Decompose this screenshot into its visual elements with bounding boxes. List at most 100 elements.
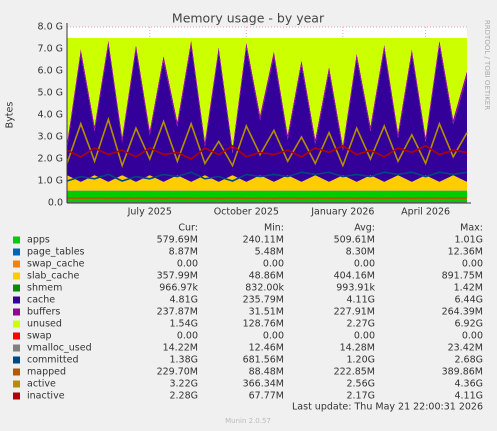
area-slab-cache <box>67 175 467 191</box>
legend-stat: 240.11M <box>243 235 284 246</box>
y-tick-label: 2.0 G <box>38 154 64 165</box>
legend-stat: 4.81G <box>169 295 198 306</box>
y-tick-label: 7.0 G <box>38 44 64 55</box>
legend-swatch <box>13 236 20 244</box>
stat-header: Max: <box>460 223 483 234</box>
legend-stat: 4.11G <box>346 295 375 306</box>
legend-stat: 0.00 <box>263 259 284 270</box>
y-tick-label: 4.0 G <box>38 110 64 121</box>
legend-stat: 14.28M <box>340 343 375 354</box>
legend-label: inactive <box>27 391 65 402</box>
legend-stat: 222.85M <box>334 367 375 378</box>
legend-stat: 3.22G <box>169 379 198 390</box>
legend-label: slab_cache <box>27 271 79 282</box>
legend-label: committed <box>27 355 79 366</box>
legend-stat: 357.99M <box>157 271 198 282</box>
legend-swatch <box>13 320 20 328</box>
legend-stat: 891.75M <box>442 271 483 282</box>
area-cache <box>67 45 467 182</box>
x-tick-label: April 2026 <box>401 207 450 218</box>
legend-stat: 4.11G <box>454 391 483 402</box>
legend-label: page_tables <box>27 247 85 258</box>
legend-stat: 48.86M <box>249 271 284 282</box>
legend-stat: 12.36M <box>448 247 483 258</box>
legend-label: swap_cache <box>27 259 85 270</box>
legend-stat: 509.61M <box>334 235 375 246</box>
x-tick-label: January 2026 <box>310 207 374 218</box>
y-tick-label: 8.0 G <box>38 22 64 33</box>
legend-stat: 2.17G <box>346 391 375 402</box>
y-tick-label: 3.0 G <box>38 132 64 143</box>
legend-stat: 2.27G <box>346 319 375 330</box>
legend-stat: 88.48M <box>249 367 284 378</box>
x-tick-label: October 2025 <box>214 207 279 218</box>
legend-stat: 0.00 <box>263 331 284 342</box>
legend-stat: 389.86M <box>442 367 483 378</box>
legend-stat: 229.70M <box>157 367 198 378</box>
legend-stat: 1.01G <box>454 235 483 246</box>
legend-stat: 681.56M <box>243 355 284 366</box>
y-tick-label: 6.0 G <box>38 66 64 77</box>
legend-stat: 404.16M <box>334 271 375 282</box>
y-tick-label: 0.0 <box>48 198 63 209</box>
axes: 0.0 1.0 G 2.0 G 3.0 G 4.0 G 5.0 G 6.0 G 7.0 G 8.… <box>38 22 471 218</box>
legend-stat: 2.68G <box>454 355 483 366</box>
area-buffers <box>67 40 467 154</box>
legend-label: apps <box>27 235 50 246</box>
line-inactive <box>66 144 468 160</box>
legend-swatch <box>13 308 20 316</box>
legend-stat: 0.00 <box>354 259 375 270</box>
legend-stat: 0.00 <box>462 259 483 270</box>
stat-header: Avg: <box>354 223 375 234</box>
legend-stat: 31.51M <box>249 307 284 318</box>
areas <box>67 37 467 203</box>
legend-stat: 1.20G <box>346 355 375 366</box>
legend-label: active <box>27 379 56 390</box>
legend: Cur: Min: Avg: Max: apps 579.69M 240.11M 509.61… <box>13 223 483 402</box>
legend-stat: 0.00 <box>354 331 375 342</box>
side-text: RRDTOOL / TOBI OETIKER <box>483 20 491 110</box>
legend-swatch <box>13 272 20 280</box>
y-tick-label: 1.0 G <box>38 176 64 187</box>
legend-stat: 832.00k <box>245 283 284 294</box>
area-shmem <box>67 175 467 182</box>
y-axis-label: Bytes <box>5 102 16 129</box>
x-tick-label: July 2025 <box>127 207 172 218</box>
legend-swatch <box>13 380 20 388</box>
legend-swatch <box>13 332 20 340</box>
legend-stat: 579.69M <box>157 235 198 246</box>
version: Munin 2.0.57 <box>225 417 271 425</box>
legend-swatch <box>13 296 20 304</box>
legend-stat: 8.30M <box>346 247 375 258</box>
legend-stat: 8.87M <box>169 247 198 258</box>
legend-label: mapped <box>27 367 66 378</box>
line-committed <box>66 171 468 182</box>
footer: Last update: Thu May 21 22:00:31 2026 <box>292 402 483 413</box>
legend-stat: 6.92G <box>454 319 483 330</box>
legend-stat: 235.79M <box>243 295 284 306</box>
legend-label: shmem <box>27 283 62 294</box>
legend-stat: 67.77M <box>249 391 284 402</box>
legend-label: vmalloc_used <box>27 343 92 354</box>
legend-stat: 366.34M <box>243 379 284 390</box>
legend-swatch <box>13 260 20 268</box>
legend-stat: 12.46M <box>249 343 284 354</box>
legend-stat: 23.42M <box>448 343 483 354</box>
legend-swatch <box>13 248 20 256</box>
legend-stat: 264.39M <box>442 307 483 318</box>
area-unused <box>67 37 467 148</box>
legend-swatch <box>13 284 20 292</box>
legend-stat: 1.54G <box>169 319 198 330</box>
legend-stat: 966.97k <box>159 283 198 294</box>
legend-stat: 0.00 <box>462 331 483 342</box>
legend-stat: 0.00 <box>177 331 198 342</box>
legend-stat: 14.22M <box>163 343 198 354</box>
legend-stat: 6.44G <box>454 295 483 306</box>
legend-stat: 0.00 <box>177 259 198 270</box>
legend-stat: 1.42M <box>454 283 483 294</box>
legend-label: unused <box>27 319 62 330</box>
legend-stat: 993.91k <box>336 283 375 294</box>
legend-stat: 227.91M <box>334 307 375 318</box>
legend-label: swap <box>27 331 52 342</box>
